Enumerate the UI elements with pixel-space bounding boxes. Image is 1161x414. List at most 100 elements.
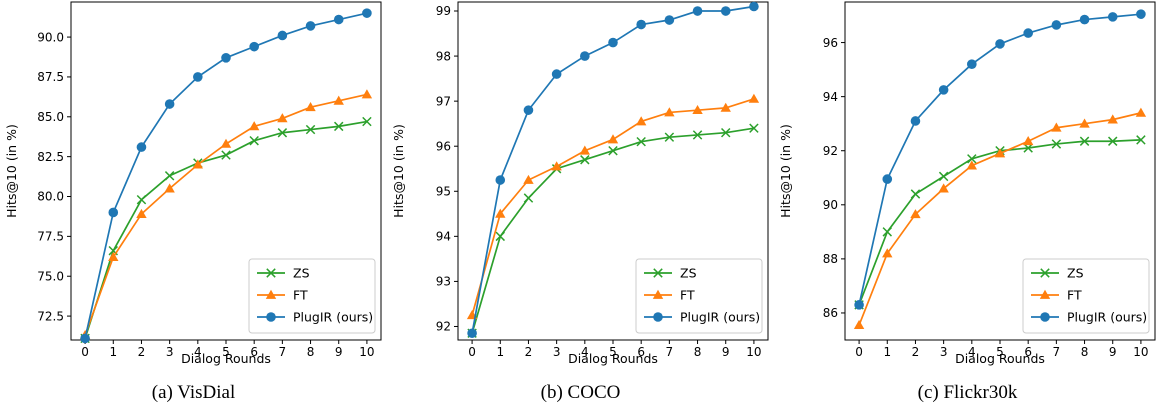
legend-marker [265,289,277,299]
data-point [523,193,534,203]
legend-box [248,258,376,334]
chart-panel-flickr30k: 0 1 2 3 4 5 6 7 8 9 10 86 88 90 92 94 96 Dialog Rounds Hit… [774,0,1161,414]
legend-label: FT [680,288,695,303]
y-tick-label: 94 [823,90,838,104]
series-circle [467,1,759,339]
chart-flickr30k: 0 1 2 3 4 5 6 7 8 9 10 86 88 90 92 94 96 Dialog Rounds Hit… [778,1,1156,366]
chart-panel-visdial: 0 1 2 3 4 5 6 7 8 9 10 72.5 75.0 77.5 80.0 82.5 85.0 87.5… [0,0,387,414]
data-point [608,37,618,48]
y-tick-label: 93 [436,275,451,289]
data-point [108,207,119,218]
data-point [495,175,506,185]
y-tick-label: 94 [436,230,451,244]
data-point [333,14,344,25]
data-point [248,121,260,131]
x-axis-label: Dialog Rounds [568,351,658,366]
x-tick-label: 5 [996,345,1004,359]
data-point [305,124,316,135]
chart-panel-coco: 0 1 2 3 4 5 6 7 8 9 10 92 93 94 95 96 97 98 99 Dialog Round… [387,0,774,414]
data-point [193,72,203,82]
data-point [995,39,1005,49]
data-point [1051,122,1062,132]
legend-marker [1040,312,1050,322]
chart-caption: (b) COCO [540,382,621,403]
data-point [523,174,534,184]
legend-label: FT [293,288,308,303]
legend-marker [266,312,276,322]
chart-caption: (a) VisDial [151,382,236,403]
data-point [277,128,288,138]
legend-box [635,258,763,334]
x-tick-label: 7 [279,345,287,359]
legend: ZS FT PlugIR (ours) [635,258,763,334]
data-point [362,8,372,18]
data-point [277,30,288,41]
data-point [720,6,731,16]
data-point [1051,20,1062,30]
y-tick-label: 92 [823,144,838,158]
data-point [80,333,90,344]
y-axis-label: Hits@10 (in %) [4,124,19,218]
x-axis-label: Dialog Rounds [181,351,271,366]
data-point [1079,118,1090,128]
data-point [882,174,893,184]
data-point [966,160,978,170]
x-tick-label: 10 [359,345,374,359]
data-point [994,148,1006,158]
x-tick-label: 1 [496,345,504,359]
data-point [910,189,921,199]
legend-item: ZS [257,266,310,281]
y-axis-label: Hits@10 (in %) [778,124,793,218]
x-tick-label: 1 [883,345,891,359]
y-tick-label: 96 [436,139,451,153]
x-tick-label: 0 [855,345,863,359]
y-tick-label: 85.0 [37,110,64,124]
x-tick-label: 6 [1024,345,1032,359]
x-tick-label: 2 [912,345,920,359]
legend: ZS FT PlugIR (ours) [248,258,376,334]
data-point [1051,139,1062,149]
data-point [1107,136,1118,146]
legend-label: PlugIR (ours) [293,310,373,325]
y-tick-label: 92 [436,320,451,334]
data-point [967,154,977,164]
y-tick-label: 90.0 [37,30,64,44]
x-tick-label: 8 [307,345,315,359]
legend-box [1022,258,1150,334]
legend-item: FT [644,288,695,303]
data-point [333,121,344,132]
data-point [580,51,590,61]
x-tick-label: 5 [222,345,230,359]
data-point [1136,135,1146,145]
data-point [277,113,288,123]
data-point [333,95,344,105]
data-point [523,105,534,115]
data-point [305,102,316,112]
chart-coco: 0 1 2 3 4 5 6 7 8 9 10 92 93 94 95 96 97 98 99 Dialog Round… [391,1,769,366]
x-tick-label: 6 [250,345,258,359]
data-point [1107,12,1118,22]
y-tick-label: 88 [823,252,838,266]
data-point [136,142,147,152]
data-point [361,89,373,99]
data-point [910,116,921,126]
y-tick-label: 99 [436,4,451,18]
data-point [1079,136,1090,146]
data-point [362,116,372,127]
x-tick-label: 3 [166,345,174,359]
legend-label: ZS [293,266,310,281]
y-tick-label: 86 [823,306,838,320]
legend-item: PlugIR (ours) [644,310,760,325]
x-tick-label: 9 [722,345,730,359]
legend-label: FT [1067,288,1082,303]
data-point [854,300,864,310]
x-tick-label: 10 [746,345,761,359]
y-tick-label: 96 [823,36,838,50]
data-point [910,209,921,219]
y-tick-label: 80.0 [37,190,64,204]
data-point [692,104,703,115]
data-point [305,21,316,31]
data-point [607,134,619,144]
series-triangle [466,93,760,320]
data-point [1136,9,1146,19]
